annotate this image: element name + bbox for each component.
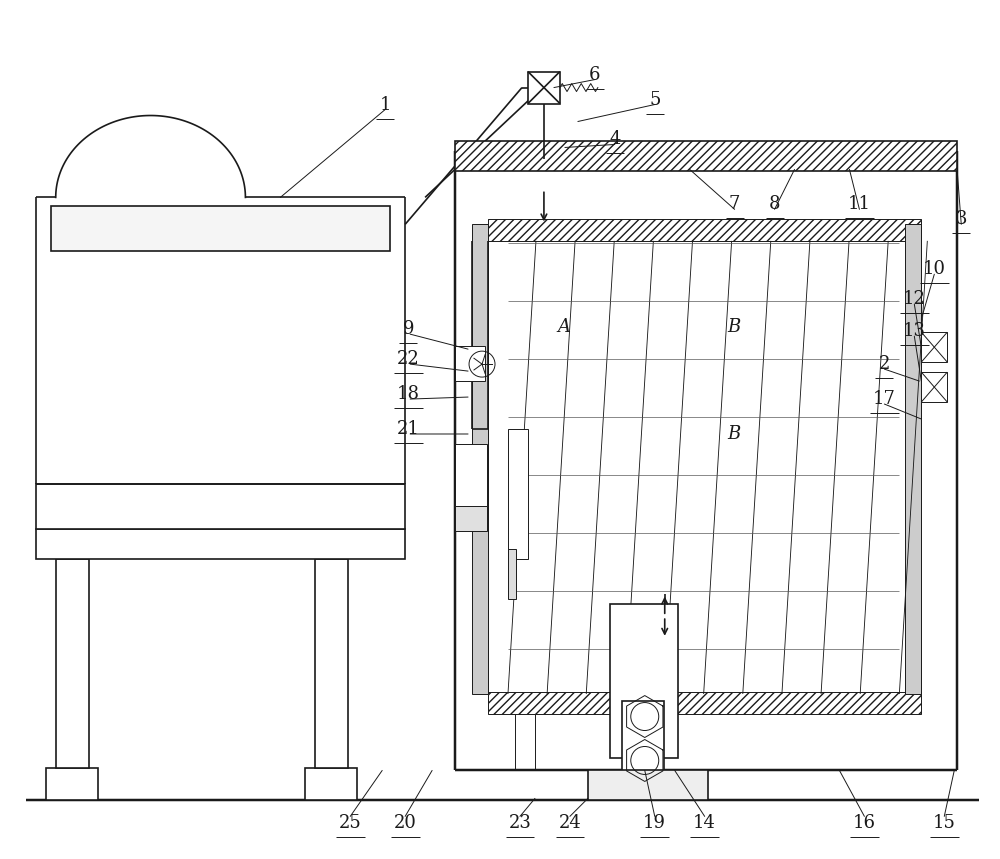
Bar (455, 346, 485, 381)
Bar (488, 691, 921, 714)
Bar (36, 529, 405, 559)
Text: 12: 12 (903, 290, 926, 308)
Text: 21: 21 (397, 420, 420, 438)
Bar (455, 142, 957, 172)
Text: 23: 23 (509, 814, 531, 832)
Bar (455, 444, 487, 509)
Text: B: B (728, 425, 741, 443)
Text: 5: 5 (649, 90, 660, 108)
Bar (36, 484, 405, 529)
Text: 24: 24 (559, 814, 581, 832)
Text: 13: 13 (903, 322, 926, 340)
Bar (588, 771, 708, 801)
Bar (610, 604, 678, 758)
Text: 3: 3 (956, 210, 967, 228)
Bar (921, 372, 947, 402)
Text: 22: 22 (397, 350, 420, 369)
Text: B: B (728, 318, 741, 336)
Text: 8: 8 (769, 195, 780, 213)
Bar (622, 701, 664, 801)
Bar (56, 559, 89, 769)
Bar (455, 506, 487, 531)
Text: 9: 9 (402, 320, 414, 338)
Text: 15: 15 (933, 814, 956, 832)
Bar (315, 559, 348, 769)
Bar (508, 549, 516, 599)
Bar (472, 224, 488, 693)
Text: 7: 7 (729, 195, 740, 213)
Bar (508, 429, 528, 559)
Text: 10: 10 (923, 260, 946, 278)
Text: 6: 6 (589, 65, 601, 83)
Text: 4: 4 (609, 131, 621, 149)
Text: 2: 2 (879, 355, 890, 373)
Text: 11: 11 (848, 195, 871, 213)
Bar (51, 206, 390, 252)
Bar (905, 224, 921, 693)
Bar (46, 769, 98, 801)
Text: 14: 14 (693, 814, 716, 832)
Text: 19: 19 (643, 814, 666, 832)
Bar (528, 71, 560, 104)
Text: 25: 25 (339, 814, 362, 832)
Text: 1: 1 (379, 95, 391, 113)
Text: 16: 16 (853, 814, 876, 832)
Text: 18: 18 (397, 385, 420, 403)
Text: A: A (557, 318, 570, 336)
Bar (305, 769, 357, 801)
Bar (488, 219, 921, 241)
Bar (921, 332, 947, 362)
Text: 20: 20 (394, 814, 417, 832)
Text: 17: 17 (873, 390, 896, 408)
